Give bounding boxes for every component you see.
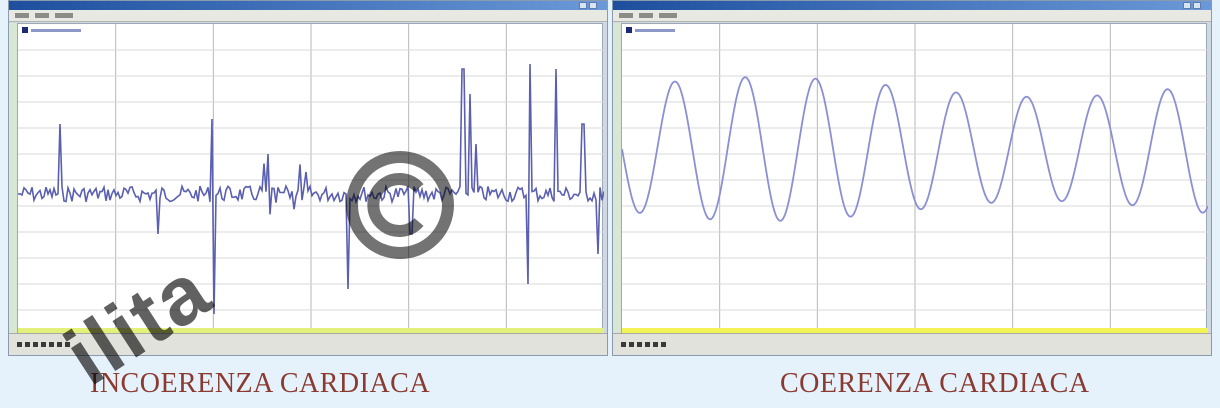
y-axis-ruler xyxy=(9,23,17,333)
nav-icon[interactable] xyxy=(41,342,46,347)
legend-swatch-icon xyxy=(22,27,28,33)
hrv-chart xyxy=(17,24,605,336)
menu-item-edit[interactable] xyxy=(639,13,653,18)
hrv-plot-area xyxy=(621,23,1209,336)
nav-icon[interactable] xyxy=(637,342,642,347)
menu-bar xyxy=(613,10,1211,22)
nav-icon[interactable] xyxy=(25,342,30,347)
menu-item-file[interactable] xyxy=(619,13,633,18)
hrv-plot-area xyxy=(17,23,605,336)
time-axis-band xyxy=(622,328,1208,336)
y-axis-ruler xyxy=(613,23,621,333)
menu-item-file[interactable] xyxy=(15,13,29,18)
maximize-icon[interactable] xyxy=(579,2,587,9)
nav-icon[interactable] xyxy=(645,342,650,347)
nav-icon[interactable] xyxy=(629,342,634,347)
nav-icon[interactable] xyxy=(653,342,658,347)
legend-label xyxy=(31,29,81,32)
legend-swatch-icon xyxy=(626,27,632,33)
menu-item-view[interactable] xyxy=(55,13,73,18)
nav-icon[interactable] xyxy=(17,342,22,347)
close-icon[interactable] xyxy=(589,2,597,9)
hrv-series-line xyxy=(621,76,1209,222)
window-titlebar xyxy=(613,1,1211,10)
status-bar xyxy=(613,333,1211,355)
nav-icon[interactable] xyxy=(661,342,666,347)
nav-icon[interactable] xyxy=(49,342,54,347)
nav-icon[interactable] xyxy=(65,342,70,347)
incoherence-app-window xyxy=(8,0,608,356)
nav-icon[interactable] xyxy=(621,342,626,347)
nav-icon[interactable] xyxy=(33,342,38,347)
coherence-caption: COERENZA CARDIACA xyxy=(780,368,1090,399)
window-titlebar xyxy=(9,1,607,10)
menu-bar xyxy=(9,10,607,22)
nav-icon[interactable] xyxy=(57,342,62,347)
status-bar xyxy=(9,333,607,355)
menu-item-view[interactable] xyxy=(659,13,677,18)
hrv-chart xyxy=(621,24,1209,336)
hrv-series-line xyxy=(17,63,605,315)
menu-item-edit[interactable] xyxy=(35,13,49,18)
close-icon[interactable] xyxy=(1193,2,1201,9)
incoherence-caption: INCOERENZA CARDIACA xyxy=(90,368,431,399)
maximize-icon[interactable] xyxy=(1183,2,1191,9)
coherence-app-window xyxy=(612,0,1212,356)
time-axis-band xyxy=(18,328,604,336)
legend-label xyxy=(635,29,675,32)
copyright-watermark-icon xyxy=(346,151,454,259)
